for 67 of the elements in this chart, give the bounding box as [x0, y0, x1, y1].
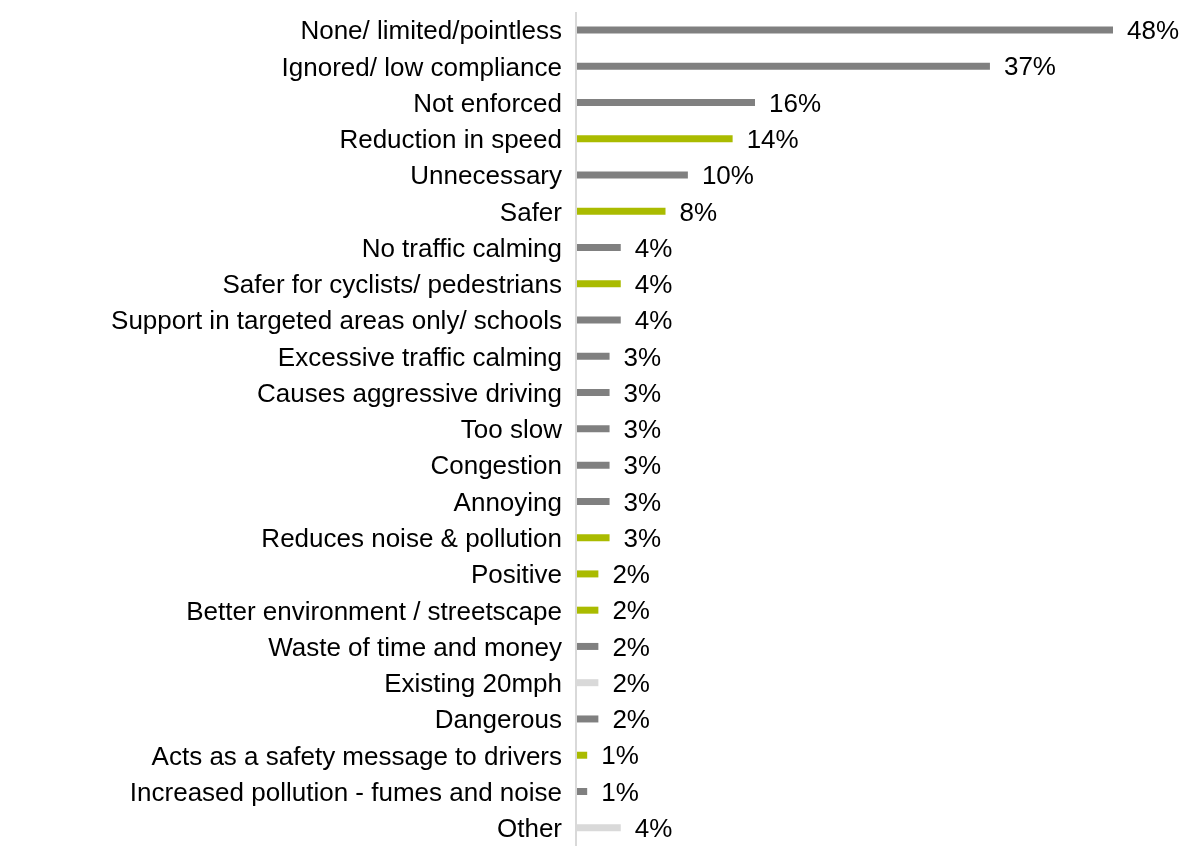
data-label: 3% [623, 486, 662, 517]
bar [576, 787, 588, 795]
bar [576, 570, 599, 578]
bar [576, 425, 610, 433]
bar [576, 534, 610, 542]
bar [576, 606, 599, 614]
data-label: 10% [701, 160, 754, 191]
y-tick-label: Better environment / streetscape [186, 595, 562, 626]
y-tick-label: Annoying [453, 486, 562, 517]
data-label: 2% [612, 559, 650, 590]
y-tick-label: Dangerous [434, 704, 562, 735]
bar [576, 642, 599, 650]
bar [576, 26, 1113, 34]
data-label: 2% [612, 595, 650, 626]
data-label: 1% [601, 776, 639, 807]
y-tick-label: Not enforced [413, 87, 562, 118]
y-tick-label: Congestion [430, 450, 562, 481]
data-label: 14% [746, 124, 799, 155]
y-tick-label: Excessive traffic calming [277, 341, 562, 372]
bar [576, 62, 990, 70]
y-tick-label: Causes aggressive driving [257, 377, 562, 408]
data-label: 3% [623, 377, 662, 408]
bar [576, 715, 599, 723]
y-tick-label: Reduction in speed [339, 124, 562, 155]
data-label: 16% [769, 87, 822, 118]
data-label: 2% [612, 667, 650, 698]
y-tick-label: Safer for cyclists/ pedestrians [222, 269, 562, 300]
data-label: 8% [679, 196, 718, 227]
data-label: 3% [623, 522, 662, 553]
data-label: 37% [1003, 51, 1056, 82]
bar [576, 135, 733, 143]
data-label: 2% [612, 631, 650, 662]
y-tick-label: Too slow [460, 414, 563, 445]
data-label: 3% [623, 450, 662, 481]
bar [576, 99, 755, 107]
y-tick-label: Ignored/ low compliance [281, 51, 562, 82]
data-label: 2% [612, 704, 650, 735]
bar [576, 389, 610, 397]
data-label: 48% [1127, 15, 1180, 46]
y-tick-label: Waste of time and money [268, 631, 562, 662]
data-label: 4% [634, 232, 673, 263]
bar [576, 207, 666, 215]
bar [576, 244, 621, 252]
y-tick-label: Support in targeted areas only/ schools [111, 305, 562, 336]
data-label: 4% [634, 269, 673, 300]
y-tick-label: Existing 20mph [384, 668, 562, 699]
y-tick-label: Reduces noise & pollution [261, 523, 562, 554]
y-tick-label: Acts as a safety message to drivers [151, 740, 562, 771]
bar [576, 316, 621, 324]
y-tick-label: Increased pollution - fumes and noise [129, 776, 562, 807]
data-label: 4% [634, 812, 673, 843]
data-label: 4% [634, 305, 673, 336]
bar [576, 751, 588, 759]
data-label: 3% [623, 341, 662, 372]
bar [576, 352, 610, 360]
bar [576, 497, 610, 505]
y-tick-label: None/ limited/pointless [300, 15, 562, 46]
y-tick-label: No traffic calming [361, 232, 562, 263]
data-label: 1% [601, 740, 639, 771]
data-label: 3% [623, 414, 662, 445]
bar [576, 171, 688, 179]
y-tick-label: Positive [470, 559, 562, 590]
y-tick-label: Unnecessary [410, 160, 562, 191]
y-tick-label: Safer [499, 196, 563, 227]
y-tick-label: Other [496, 813, 563, 844]
bar [576, 280, 621, 288]
bar [576, 461, 610, 469]
